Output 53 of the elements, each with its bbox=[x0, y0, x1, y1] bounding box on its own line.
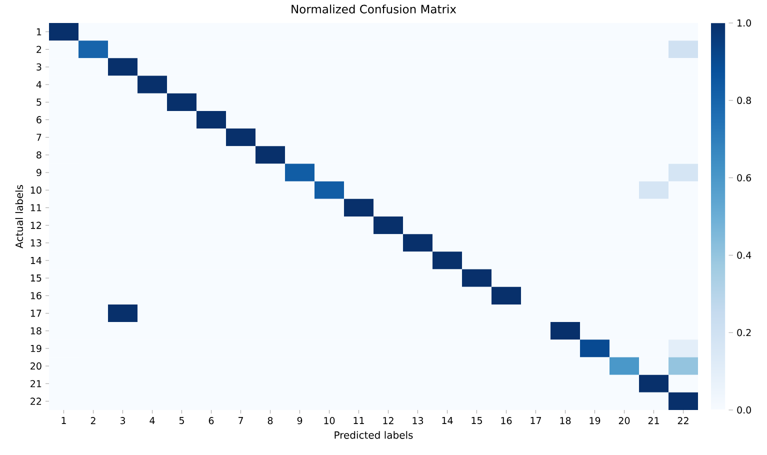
color-bar-label: 0.6 bbox=[737, 174, 752, 182]
y-tick-label: 18 bbox=[30, 327, 42, 334]
x-tick-label: 6 bbox=[208, 417, 214, 424]
color-bar-label: 0.4 bbox=[737, 252, 752, 259]
y-tick-label: 7 bbox=[36, 134, 42, 141]
x-axis-title: Predicted labels bbox=[334, 431, 413, 439]
y-tick-label: 15 bbox=[30, 274, 42, 282]
x-tick-label: 21 bbox=[648, 417, 659, 424]
y-tick-label: 10 bbox=[30, 186, 42, 194]
chart-title: Normalized Confusion Matrix bbox=[292, 4, 456, 14]
y-tick-label: 12 bbox=[30, 222, 42, 229]
y-tick-label: 5 bbox=[36, 98, 42, 106]
y-tick-label: 14 bbox=[30, 257, 42, 264]
x-tick-label: 2 bbox=[90, 417, 96, 424]
x-tick-label: 9 bbox=[297, 417, 302, 424]
color-bar-label: 0.0 bbox=[737, 406, 751, 414]
y-tick-label: 20 bbox=[30, 362, 42, 370]
y-tick-label: 19 bbox=[30, 344, 42, 352]
x-tick-label: 19 bbox=[590, 417, 600, 424]
y-tick-label: 21 bbox=[30, 380, 42, 388]
x-tick-label: 3 bbox=[120, 417, 126, 424]
x-tick-label: 1 bbox=[62, 417, 66, 424]
x-tick-label: 8 bbox=[268, 417, 273, 424]
x-tick-label: 15 bbox=[472, 417, 482, 424]
y-tick-label: 3 bbox=[36, 63, 42, 71]
color-bar-label: 0.8 bbox=[737, 96, 751, 104]
y-axis-title: Actual labels bbox=[15, 185, 24, 248]
x-tick-label: 10 bbox=[324, 417, 335, 424]
x-tick-label: 5 bbox=[179, 417, 184, 424]
x-tick-label: 20 bbox=[618, 417, 630, 424]
y-tick-label: 17 bbox=[30, 310, 42, 317]
y-tick-label: 1 bbox=[36, 28, 42, 36]
x-tick-label: 7 bbox=[238, 417, 243, 424]
x-tick-label: 16 bbox=[501, 417, 512, 424]
x-tick-label: 22 bbox=[678, 417, 688, 424]
color-bar-label: 0.2 bbox=[737, 329, 751, 336]
x-tick-label: 17 bbox=[530, 417, 541, 424]
y-tick-label: 9 bbox=[36, 168, 42, 176]
x-tick-label: 11 bbox=[354, 417, 364, 424]
x-tick-label: 12 bbox=[383, 417, 394, 424]
x-tick-label: 14 bbox=[442, 417, 453, 424]
y-tick-label: 22 bbox=[30, 398, 42, 405]
y-tick-label: 16 bbox=[30, 292, 42, 300]
y-tick-label: 2 bbox=[36, 46, 42, 53]
y-tick-label: 13 bbox=[30, 239, 42, 246]
y-tick-label: 4 bbox=[36, 81, 42, 88]
y-tick-label: 8 bbox=[36, 151, 42, 159]
y-tick-label: 6 bbox=[36, 116, 42, 124]
y-tick-label: 11 bbox=[30, 204, 42, 212]
color-bar-label: 1.0 bbox=[738, 19, 751, 27]
x-tick-label: 18 bbox=[560, 417, 571, 424]
x-tick-label: 13 bbox=[412, 417, 424, 424]
x-tick-label: 4 bbox=[150, 417, 155, 424]
